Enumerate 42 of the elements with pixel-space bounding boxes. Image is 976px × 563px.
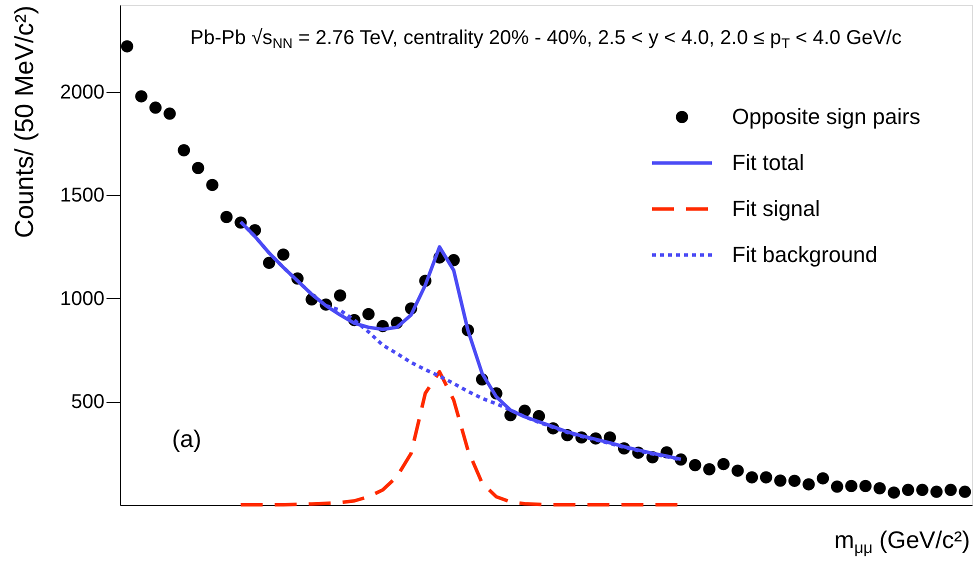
point xyxy=(760,471,772,484)
point xyxy=(178,144,190,156)
annotation: (a) xyxy=(172,426,202,453)
point xyxy=(334,289,346,302)
point xyxy=(149,102,162,114)
point xyxy=(746,471,758,484)
point xyxy=(958,486,972,498)
point xyxy=(703,463,716,476)
point xyxy=(717,458,730,470)
point xyxy=(362,308,375,320)
point xyxy=(802,478,815,490)
point xyxy=(164,108,176,120)
point xyxy=(902,484,914,496)
point xyxy=(688,459,702,472)
y-tick-label: 1500 xyxy=(60,184,104,207)
point xyxy=(192,162,204,174)
point xyxy=(120,40,134,52)
point xyxy=(916,484,928,496)
legend-label: Fit total xyxy=(732,150,804,175)
point xyxy=(859,480,872,492)
y-axis-title: Counts/ (50 MeV/c²) xyxy=(9,6,40,238)
point xyxy=(135,90,148,102)
point xyxy=(788,474,801,487)
point xyxy=(732,464,744,477)
y-tick-label: 1000 xyxy=(60,288,104,310)
legend-label: Fit background xyxy=(732,242,878,267)
point xyxy=(888,486,900,499)
legend-label: Opposite sign pairs xyxy=(732,104,920,129)
point xyxy=(262,256,276,269)
point xyxy=(774,474,786,487)
point xyxy=(874,482,886,494)
point xyxy=(220,210,233,224)
y-tick-label: 2000 xyxy=(60,81,104,104)
point xyxy=(845,480,858,492)
y-tick-label: 500 xyxy=(71,391,104,414)
point xyxy=(930,486,943,498)
point xyxy=(277,248,290,261)
legend-label: Fit signal xyxy=(732,196,820,221)
point xyxy=(816,472,830,484)
point xyxy=(830,480,844,493)
point xyxy=(944,484,957,496)
point xyxy=(206,178,218,192)
